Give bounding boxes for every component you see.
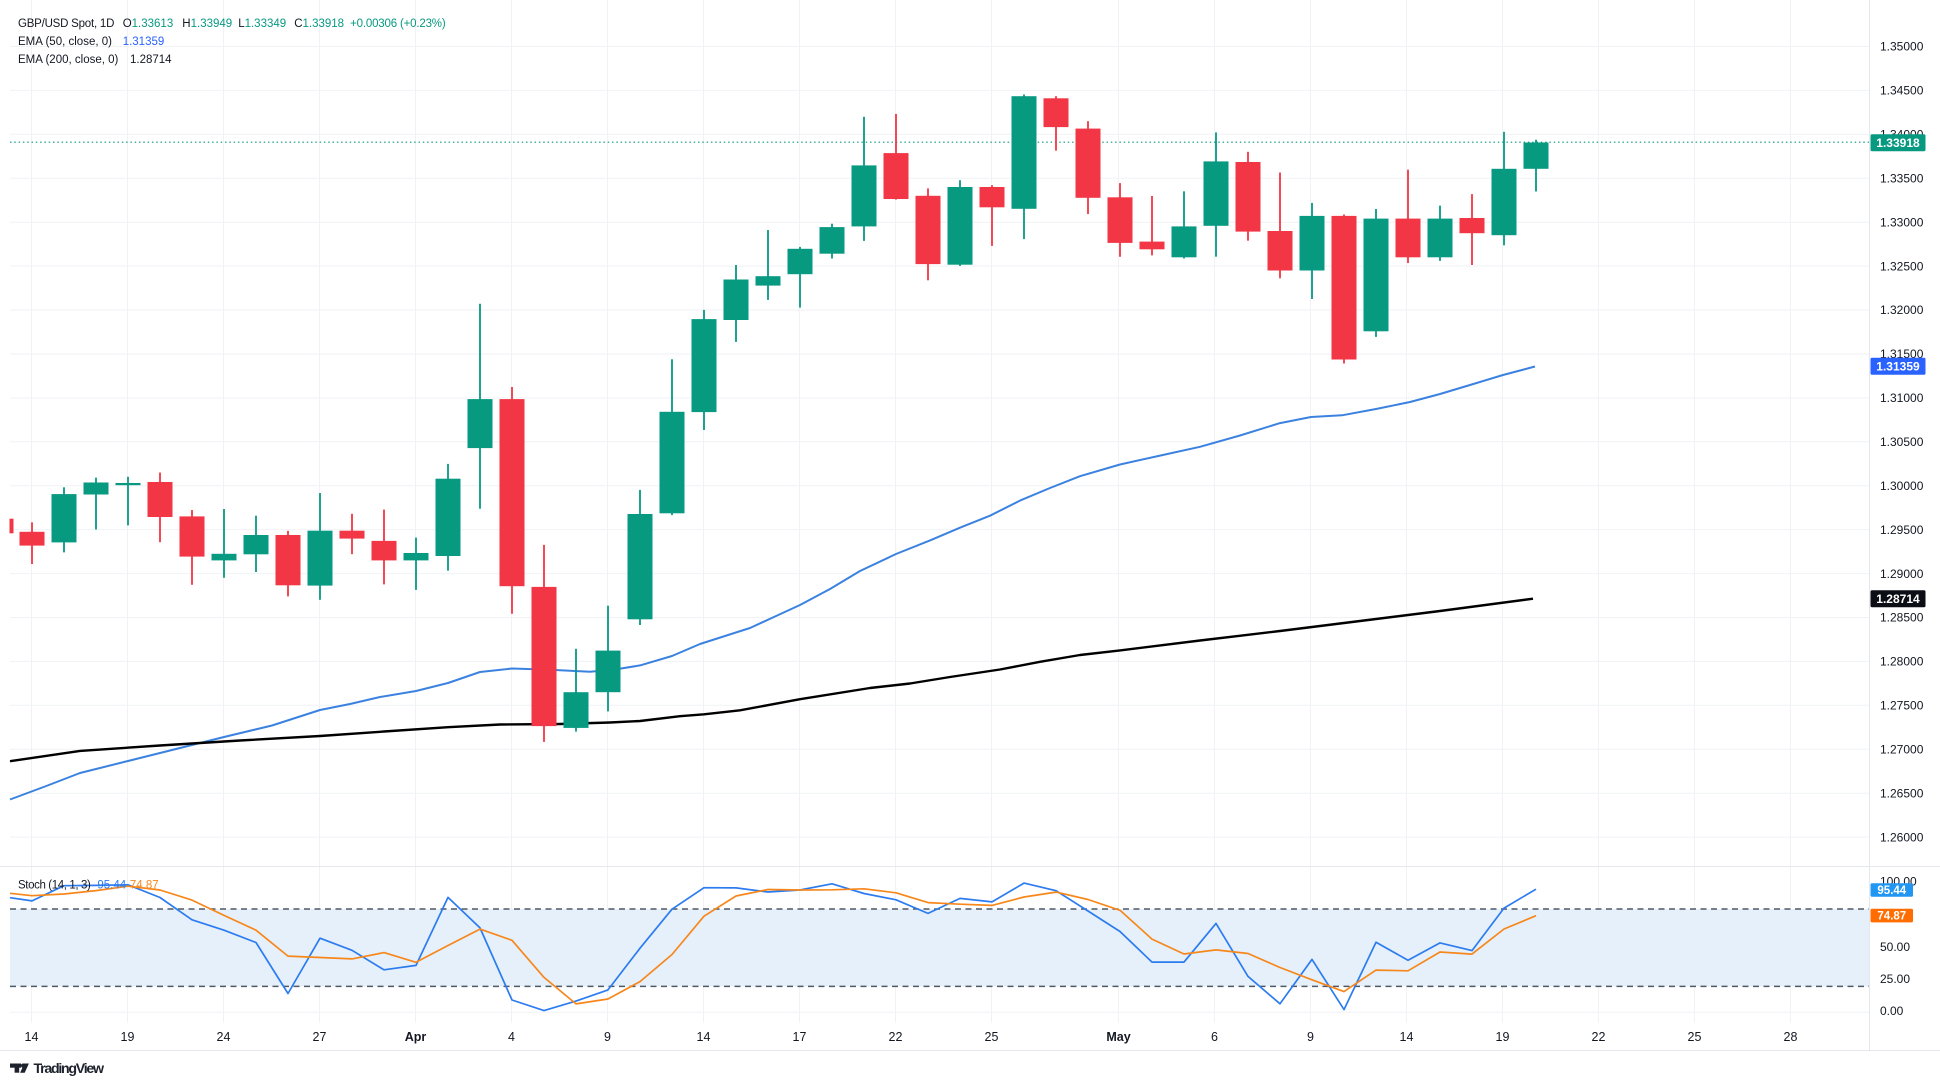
- svg-text:1.33500: 1.33500: [1880, 172, 1924, 186]
- svg-text:14: 14: [697, 1030, 711, 1044]
- svg-text:0.00: 0.00: [1880, 1004, 1904, 1018]
- svg-text:95.44: 95.44: [1877, 885, 1906, 897]
- svg-text:1.28500: 1.28500: [1880, 611, 1924, 625]
- svg-text:24: 24: [217, 1030, 231, 1044]
- svg-text:GBP/USD Spot, 1D: GBP/USD Spot, 1D: [18, 18, 114, 30]
- svg-text:6: 6: [1211, 1030, 1218, 1044]
- svg-text:EMA (50, close, 0): EMA (50, close, 0): [18, 36, 112, 48]
- svg-text:1.27500: 1.27500: [1880, 699, 1924, 713]
- svg-text:1.33000: 1.33000: [1880, 215, 1924, 229]
- svg-text:74.87: 74.87: [130, 879, 159, 891]
- svg-text:1.29500: 1.29500: [1880, 523, 1924, 537]
- svg-text:1.31359: 1.31359: [1876, 360, 1920, 374]
- svg-text:1.31000: 1.31000: [1880, 391, 1924, 405]
- svg-text:H1.33949: H1.33949: [182, 18, 232, 30]
- svg-text:14: 14: [25, 1030, 39, 1044]
- svg-text:1.28714: 1.28714: [1876, 592, 1920, 606]
- svg-text:1.32000: 1.32000: [1880, 303, 1924, 317]
- svg-text:1.35000: 1.35000: [1880, 40, 1924, 54]
- svg-text:O1.33613: O1.33613: [123, 18, 174, 30]
- svg-text:9: 9: [604, 1030, 611, 1044]
- svg-text:95.44: 95.44: [97, 879, 126, 891]
- svg-text:25.00: 25.00: [1880, 972, 1910, 986]
- svg-text:1.28714: 1.28714: [130, 54, 172, 66]
- svg-text:TradingView: TradingView: [34, 1061, 105, 1077]
- svg-text:1.32500: 1.32500: [1880, 259, 1924, 273]
- svg-text:27: 27: [313, 1030, 327, 1044]
- svg-text:74.87: 74.87: [1877, 911, 1906, 923]
- svg-text:1.27000: 1.27000: [1880, 743, 1924, 757]
- svg-text:Stoch (14, 1, 3): Stoch (14, 1, 3): [18, 879, 91, 891]
- svg-text:1.26500: 1.26500: [1880, 786, 1924, 800]
- svg-text:1.31359: 1.31359: [123, 36, 165, 48]
- svg-text:28: 28: [1784, 1030, 1798, 1044]
- svg-text:14: 14: [1400, 1030, 1414, 1044]
- svg-text:22: 22: [1592, 1030, 1606, 1044]
- svg-text:+0.00306 (+0.23%): +0.00306 (+0.23%): [350, 18, 446, 30]
- svg-text:May: May: [1106, 1030, 1130, 1044]
- svg-text:Apr: Apr: [405, 1030, 427, 1044]
- svg-text:22: 22: [889, 1030, 903, 1044]
- svg-text:1.33918: 1.33918: [1876, 136, 1920, 150]
- svg-text:1.31500: 1.31500: [1880, 347, 1924, 361]
- svg-text:1.26000: 1.26000: [1880, 830, 1924, 844]
- svg-text:25: 25: [1688, 1030, 1702, 1044]
- svg-text:EMA (200, close, 0): EMA (200, close, 0): [18, 54, 119, 66]
- svg-text:1.30500: 1.30500: [1880, 435, 1924, 449]
- svg-text:1.29000: 1.29000: [1880, 567, 1924, 581]
- svg-text:9: 9: [1307, 1030, 1314, 1044]
- svg-text:1.30000: 1.30000: [1880, 479, 1924, 493]
- svg-text:4: 4: [508, 1030, 515, 1044]
- svg-text:17: 17: [793, 1030, 807, 1044]
- svg-text:L1.33349: L1.33349: [238, 18, 286, 30]
- svg-text:19: 19: [121, 1030, 135, 1044]
- svg-text:50.00: 50.00: [1880, 940, 1910, 954]
- svg-text:C1.33918: C1.33918: [294, 18, 344, 30]
- svg-text:19: 19: [1496, 1030, 1510, 1044]
- svg-text:25: 25: [985, 1030, 999, 1044]
- svg-text:1.34500: 1.34500: [1880, 84, 1924, 98]
- svg-text:1.28000: 1.28000: [1880, 655, 1924, 669]
